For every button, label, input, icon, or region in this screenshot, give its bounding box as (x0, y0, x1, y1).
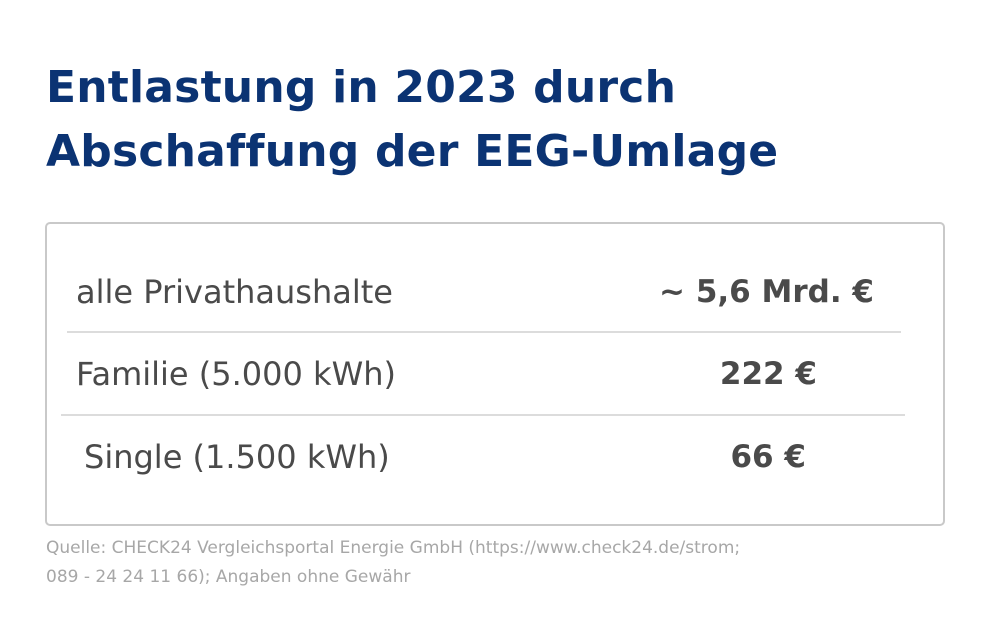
row-value: 222 € (719, 356, 817, 392)
source-line-2: 089 - 24 24 11 66); Angaben ohne Gewähr (46, 567, 411, 587)
row-divider (67, 331, 901, 333)
row-label: alle Privathaushalte (76, 273, 393, 311)
row-value: 66 € (730, 439, 806, 475)
row-value: ~ 5,6 Mrd. € (659, 274, 874, 310)
title-line-2: Abschaffung der EEG-Umlage (46, 126, 779, 177)
savings-table: alle Privathaushalte ~ 5,6 Mrd. € Famili… (45, 222, 945, 526)
row-label: Single (1.500 kWh) (84, 438, 390, 476)
table-row-single: Single (1.500 kWh) 66 € (47, 427, 943, 487)
row-divider (61, 414, 905, 416)
source-note: Quelle: CHECK24 Vergleichsportal Energie… (46, 534, 926, 592)
source-line-1: Quelle: CHECK24 Vergleichsportal Energie… (46, 538, 741, 558)
title-line-1: Entlastung in 2023 durch (46, 62, 677, 113)
page-title: Entlastung in 2023 durch Abschaffung der… (46, 56, 778, 184)
table-row-all-households: alle Privathaushalte ~ 5,6 Mrd. € (47, 262, 943, 322)
table-row-family: Familie (5.000 kWh) 222 € (47, 344, 943, 404)
row-label: Familie (5.000 kWh) (76, 355, 396, 393)
